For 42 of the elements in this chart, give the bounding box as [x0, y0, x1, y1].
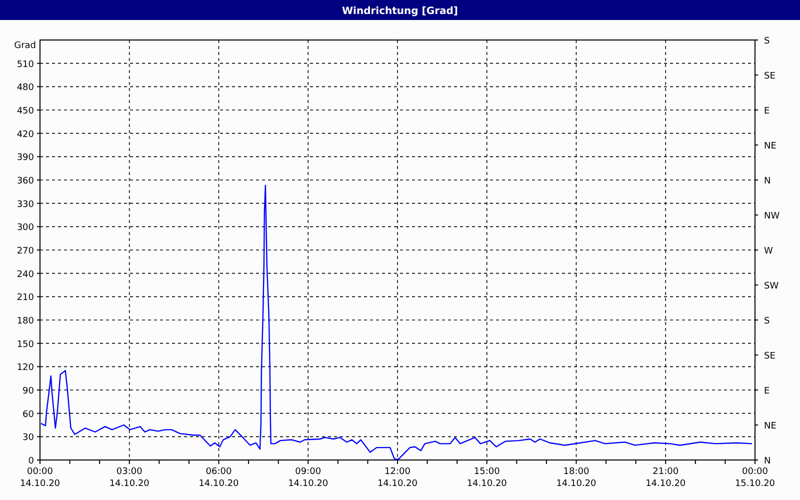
y-tick-label: 150 [16, 340, 34, 350]
x-tick-label: 00:00 15.10.20 [734, 467, 776, 489]
y-tick-label: 450 [16, 106, 34, 116]
y-tick-label: 60 [22, 410, 34, 420]
category-label: N [764, 176, 771, 186]
y-tick-label: 330 [16, 200, 34, 210]
category-label: W [764, 246, 773, 256]
y-tick-label: 360 [16, 176, 34, 186]
category-label: NE [764, 422, 776, 432]
y-tick-label: 180 [16, 316, 34, 326]
y-tick-label: 300 [16, 223, 34, 234]
x-tick-label: 00:00 14.10.20 [20, 467, 60, 489]
y-tick-label: 210 [16, 293, 34, 304]
category-label: SE [764, 72, 776, 82]
y-axis-title: Grad [14, 41, 36, 51]
x-tick-label: 12:00 14.10.20 [377, 467, 418, 489]
category-label: S [764, 316, 770, 326]
y-tick-label: 120 [16, 363, 34, 374]
x-tick-label: 03:00 14.10.20 [109, 467, 150, 489]
category-label: SE [764, 352, 776, 362]
x-tick-label: 21:00 14.10.20 [646, 467, 686, 489]
y-tick-label: 420 [16, 130, 34, 140]
y-tick-label: 240 [16, 270, 34, 280]
category-label: N [764, 456, 771, 466]
y-tick-label: 270 [16, 246, 34, 256]
y-tick-label: 90 [22, 386, 34, 396]
chart-title: Windrichtung [Grad] [342, 6, 458, 17]
y-tick-label: 510 [16, 60, 34, 70]
y-tick-label: 0 [28, 456, 34, 466]
category-label: NW [764, 212, 780, 222]
y-tick-label: 30 [22, 433, 34, 444]
x-tick-label: 15:00 14.10.20 [466, 467, 508, 489]
x-tick-label: 09:00 14.10.20 [288, 467, 328, 489]
x-tick-label: 18:00 14.10.20 [556, 467, 597, 489]
category-label: S [764, 36, 770, 46]
x-tick-label: 06:00 14.10.20 [198, 467, 240, 489]
category-label: SW [764, 282, 779, 292]
category-label: E [764, 106, 770, 116]
category-label: NE [764, 142, 776, 152]
y-tick-label: 390 [16, 153, 34, 164]
category-label: E [764, 386, 770, 396]
y-tick-label: 480 [16, 83, 34, 94]
